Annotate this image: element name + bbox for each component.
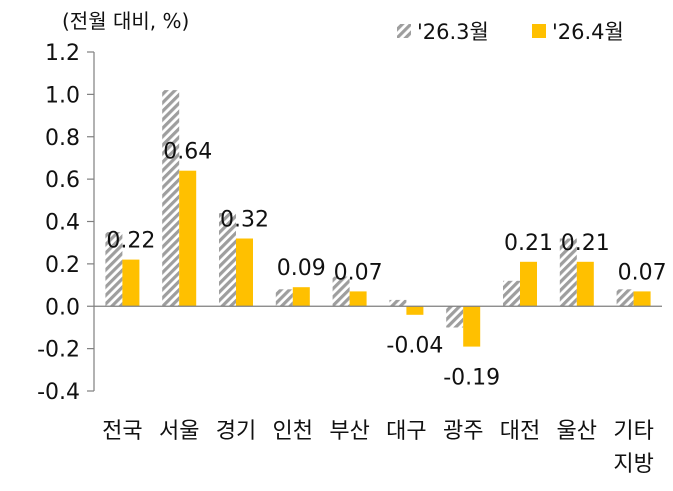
data-label-10: 0.07 — [618, 260, 667, 285]
bar-series-1-6 — [389, 299, 407, 307]
data-label-7: -0.19 — [443, 366, 500, 391]
legend-swatch-1 — [397, 24, 411, 38]
bar-series-1-9 — [559, 238, 577, 307]
bar-series-2-10 — [633, 291, 651, 307]
bar-series-1-10 — [616, 289, 634, 307]
data-label-9: 0.21 — [561, 231, 610, 256]
legend-label-2: '26.4월 — [552, 20, 624, 44]
data-label-6: -0.04 — [386, 334, 443, 359]
data-labels: 0.22 0.64 0.32 0.09 0.07 -0.04-0.19 0.21 0.21 0.… — [106, 140, 666, 391]
unit-label: (전월 대비, %) — [62, 9, 189, 33]
bar-series-1-1 — [105, 232, 123, 307]
category-label-9: 울산 — [557, 419, 597, 444]
y-tick-label: 1.2 — [45, 41, 80, 66]
y-tick-label: -0.4 — [37, 380, 80, 405]
data-label-4: 0.09 — [277, 256, 326, 281]
bar-series-1-4 — [275, 289, 293, 307]
bar-series-2-7 — [463, 306, 481, 347]
bar-series-2-2 — [179, 170, 197, 307]
category-label-4: 인천 — [273, 419, 313, 444]
bar-series-1-3 — [219, 213, 236, 307]
legend-label-1: '26.3월 — [417, 20, 489, 44]
bar-series-1-2 — [162, 90, 180, 307]
category-label-2: 서울 — [159, 419, 199, 444]
data-label-8: 0.21 — [504, 231, 553, 256]
bar-series-2-6 — [406, 306, 424, 315]
y-axis: 1.2 1.0 0.8 0.6 0.4 0.2 0.0 -0.2 -0.4 — [37, 41, 95, 405]
category-label-3: 경기 — [216, 419, 256, 444]
y-tick-label: 1.0 — [45, 83, 80, 108]
bar-series-1-8 — [503, 280, 520, 307]
category-label-6: 대구 — [386, 419, 426, 444]
data-label-2: 0.64 — [163, 140, 212, 165]
bar-series-2-4 — [292, 287, 310, 307]
y-tick-label: 0.8 — [45, 126, 80, 151]
category-label-8: 대전 — [500, 419, 540, 444]
category-label-10-line-2: 지방 — [613, 452, 653, 477]
category-label-5: 부산 — [329, 419, 369, 444]
data-label-1: 0.22 — [106, 229, 155, 254]
bar-series-2-5 — [349, 291, 367, 307]
bar-series-1-7 — [446, 306, 464, 328]
bar-series-1-5 — [332, 276, 350, 307]
bar-series-2-8 — [520, 261, 537, 307]
y-tick-label: 0.4 — [45, 211, 80, 236]
legend: '26.3월 '26.4월 — [397, 20, 624, 44]
category-label-10-line-1: 기타 — [613, 419, 653, 444]
y-tick-label: -0.2 — [37, 338, 80, 363]
category-label-1: 전국 — [102, 419, 142, 444]
bar-series-2-3 — [236, 238, 253, 307]
bar-series-2-9 — [576, 261, 594, 307]
bar-series-2-1 — [122, 259, 140, 307]
y-tick-label: 0.6 — [45, 168, 80, 193]
data-label-5: 0.07 — [334, 260, 383, 285]
bars — [105, 90, 651, 347]
y-tick-label: 0.2 — [45, 253, 80, 278]
y-tick-label: 0.0 — [45, 295, 80, 320]
legend-swatch-2 — [532, 24, 546, 38]
category-label-7: 광주 — [443, 419, 483, 444]
data-label-3: 0.32 — [220, 208, 269, 233]
